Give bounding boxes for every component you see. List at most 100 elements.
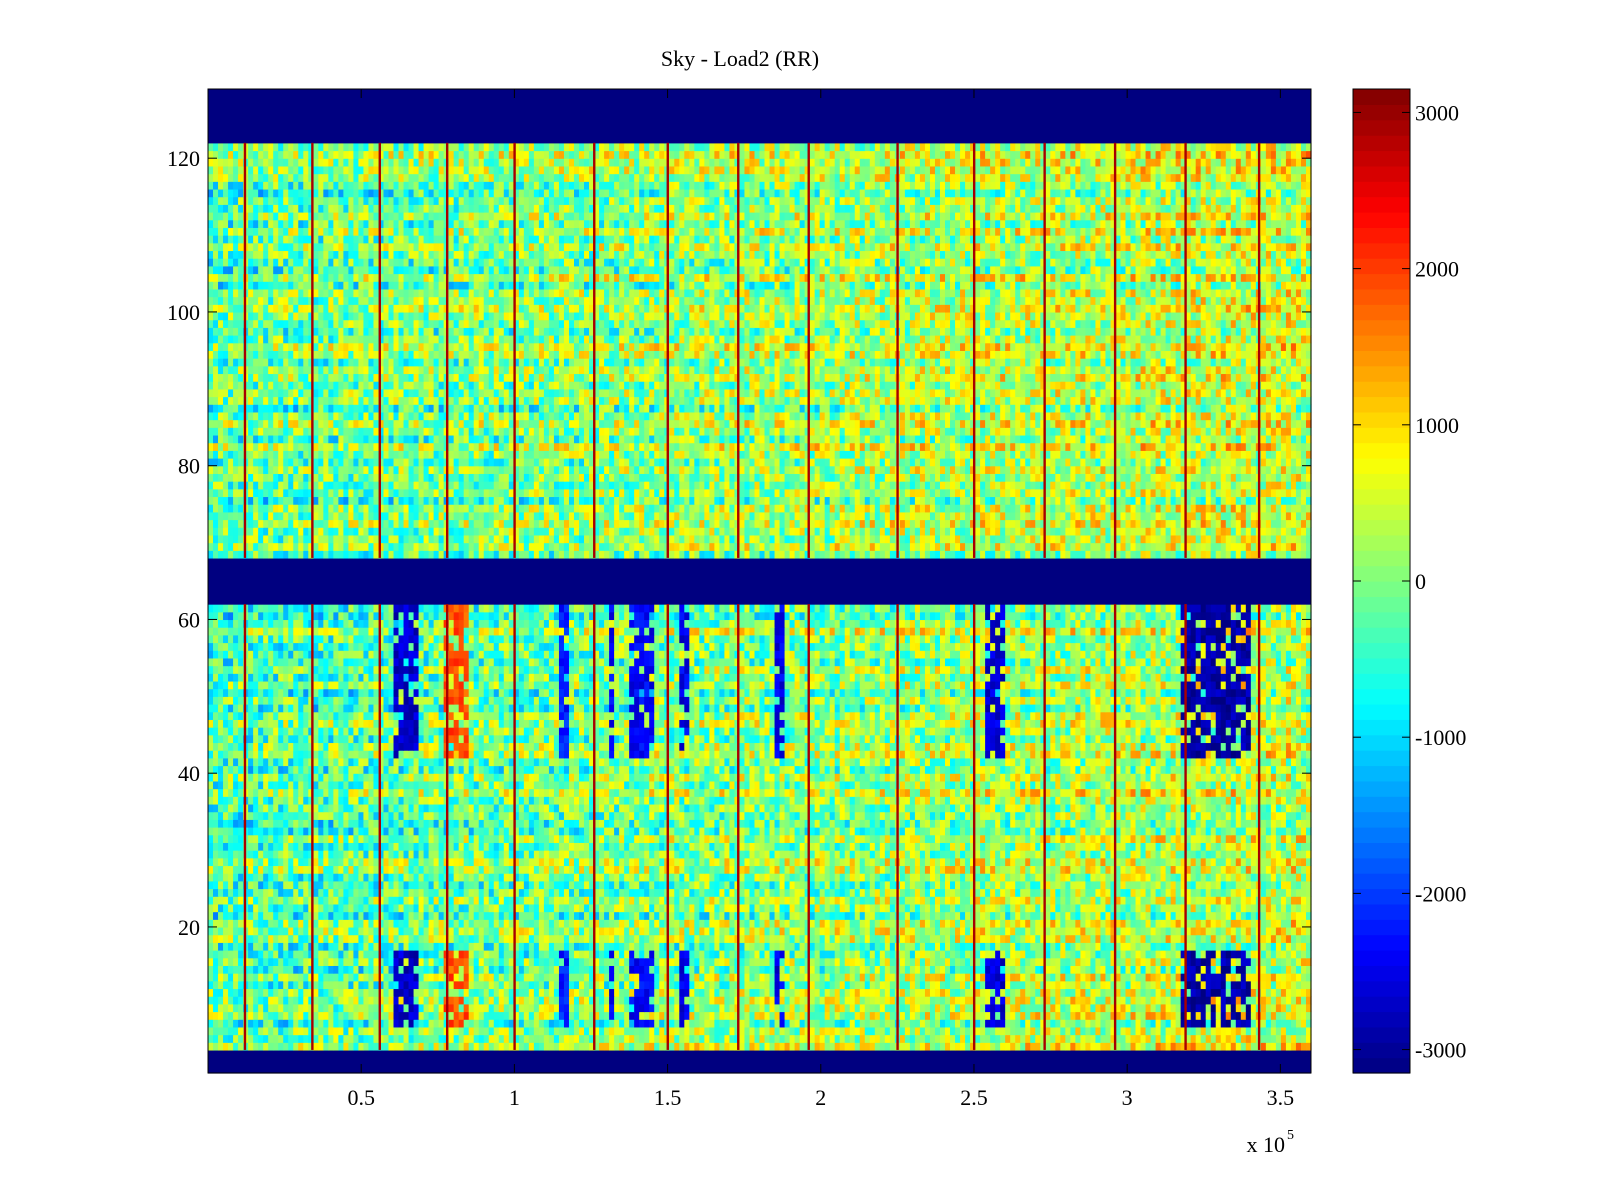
heatmap-cell [634, 1035, 640, 1043]
heatmap-cell [1226, 1012, 1232, 1020]
heatmap-cell [1286, 1004, 1292, 1012]
heatmap-cell [1301, 996, 1307, 1004]
heatmap-cell [1236, 1035, 1242, 1043]
heatmap-cell [935, 1035, 941, 1043]
heatmap-cell [318, 1004, 324, 1012]
heatmap-cell [940, 1042, 946, 1050]
heatmap-cell [539, 1035, 545, 1043]
heatmap-cell [559, 1012, 565, 1020]
heatmap-cell [353, 1042, 359, 1050]
heatmap-cell [228, 996, 234, 1004]
heatmap-cell [634, 1012, 640, 1020]
heatmap-cell [835, 1027, 841, 1035]
heatmap-cell [704, 1012, 710, 1020]
heatmap-cell [780, 1035, 786, 1043]
heatmap-cell [238, 1027, 244, 1035]
heatmap-cell [449, 1012, 455, 1020]
heatmap-cell [985, 1019, 991, 1027]
heatmap-cell [1296, 1035, 1302, 1043]
heatmap-cell [830, 1027, 836, 1035]
heatmap-cell [790, 1004, 796, 1012]
heatmap-cell [699, 1019, 705, 1027]
heatmap-cell [1226, 1042, 1232, 1050]
heatmap-cell [1131, 1004, 1137, 1012]
heatmap-cell [328, 996, 334, 1004]
heatmap-cell [1141, 1012, 1147, 1020]
heatmap-cell [865, 1004, 871, 1012]
heatmap-cell [549, 1004, 555, 1012]
heatmap-cell [709, 1042, 715, 1050]
heatmap-cell [965, 1035, 971, 1043]
heatmap-cell [574, 996, 580, 1004]
heatmap-cell [775, 1019, 781, 1027]
heatmap-cell [679, 1012, 685, 1020]
heatmap-cell [724, 1019, 730, 1027]
heatmap-cell [1201, 1027, 1207, 1035]
heatmap-cell [679, 996, 685, 1004]
heatmap-cell [935, 1027, 941, 1035]
heatmap-cell [990, 1004, 996, 1012]
heatmap-cell [619, 1042, 625, 1050]
heatmap-cell [850, 996, 856, 1004]
heatmap-cell [644, 1019, 650, 1027]
heatmap-cell [1211, 1035, 1217, 1043]
heatmap-cell [559, 1027, 565, 1035]
heatmap-cell [659, 1004, 665, 1012]
heatmap-cell [639, 1012, 645, 1020]
heatmap-cell [388, 1027, 394, 1035]
heatmap-cell [539, 996, 545, 1004]
heatmap-cell [674, 996, 680, 1004]
heatmap-cell [1015, 1042, 1021, 1050]
heatmap-cell [499, 1035, 505, 1043]
heatmap-cell [749, 1004, 755, 1012]
heatmap-cell [1266, 1004, 1272, 1012]
heatmap-cell [840, 1019, 846, 1027]
heatmap-cell [790, 1019, 796, 1027]
heatmap-cell [358, 1019, 364, 1027]
heatmap-cell [890, 1027, 896, 1035]
heatmap-cell [278, 1042, 284, 1050]
heatmap-cell [795, 1027, 801, 1035]
heatmap-cell [1125, 1019, 1131, 1027]
heatmap-cell [780, 1012, 786, 1020]
heatmap-cell [338, 996, 344, 1004]
heatmap-cell [609, 1035, 615, 1043]
heatmap-cell [1030, 1004, 1036, 1012]
heatmap-cell [749, 1042, 755, 1050]
heatmap-cell [484, 996, 490, 1004]
heatmap-cell [489, 988, 495, 996]
heatmap-cell [840, 988, 846, 996]
heatmap-cell [278, 1027, 284, 1035]
heatmap-cell [619, 1027, 625, 1035]
heatmap-cell [765, 1042, 771, 1050]
heatmap-cell [1246, 1027, 1252, 1035]
heatmap-cell [800, 1012, 806, 1020]
heatmap-cell [218, 988, 224, 996]
heatmap-cell [1095, 1027, 1101, 1035]
heatmap-cell [1206, 1019, 1212, 1027]
heatmap-cell [464, 988, 470, 996]
heatmap-cell [323, 1012, 329, 1020]
heatmap-cell [1060, 1019, 1066, 1027]
heatmap-cell [719, 1035, 725, 1043]
heatmap-cell [368, 1042, 374, 1050]
heatmap-cell [529, 1035, 535, 1043]
heatmap-cell [539, 988, 545, 996]
heatmap-cell [253, 996, 259, 1004]
heatmap-cell [654, 1035, 660, 1043]
heatmap-cell [424, 1012, 430, 1020]
heatmap-cell [343, 1012, 349, 1020]
heatmap-cell [469, 1042, 475, 1050]
heatmap-cell [554, 1042, 560, 1050]
heatmap-cell [1080, 1027, 1086, 1035]
heatmap-cell [549, 1019, 555, 1027]
heatmap-cell [394, 988, 400, 996]
heatmap-cell [454, 1027, 460, 1035]
heatmap-cell [654, 1042, 660, 1050]
heatmap-cell [584, 1004, 590, 1012]
heatmap-cell [268, 1012, 274, 1020]
heatmap-cell [930, 1035, 936, 1043]
heatmap-cell [714, 1035, 720, 1043]
heatmap-cell [860, 1012, 866, 1020]
heatmap-cell [373, 1019, 379, 1027]
